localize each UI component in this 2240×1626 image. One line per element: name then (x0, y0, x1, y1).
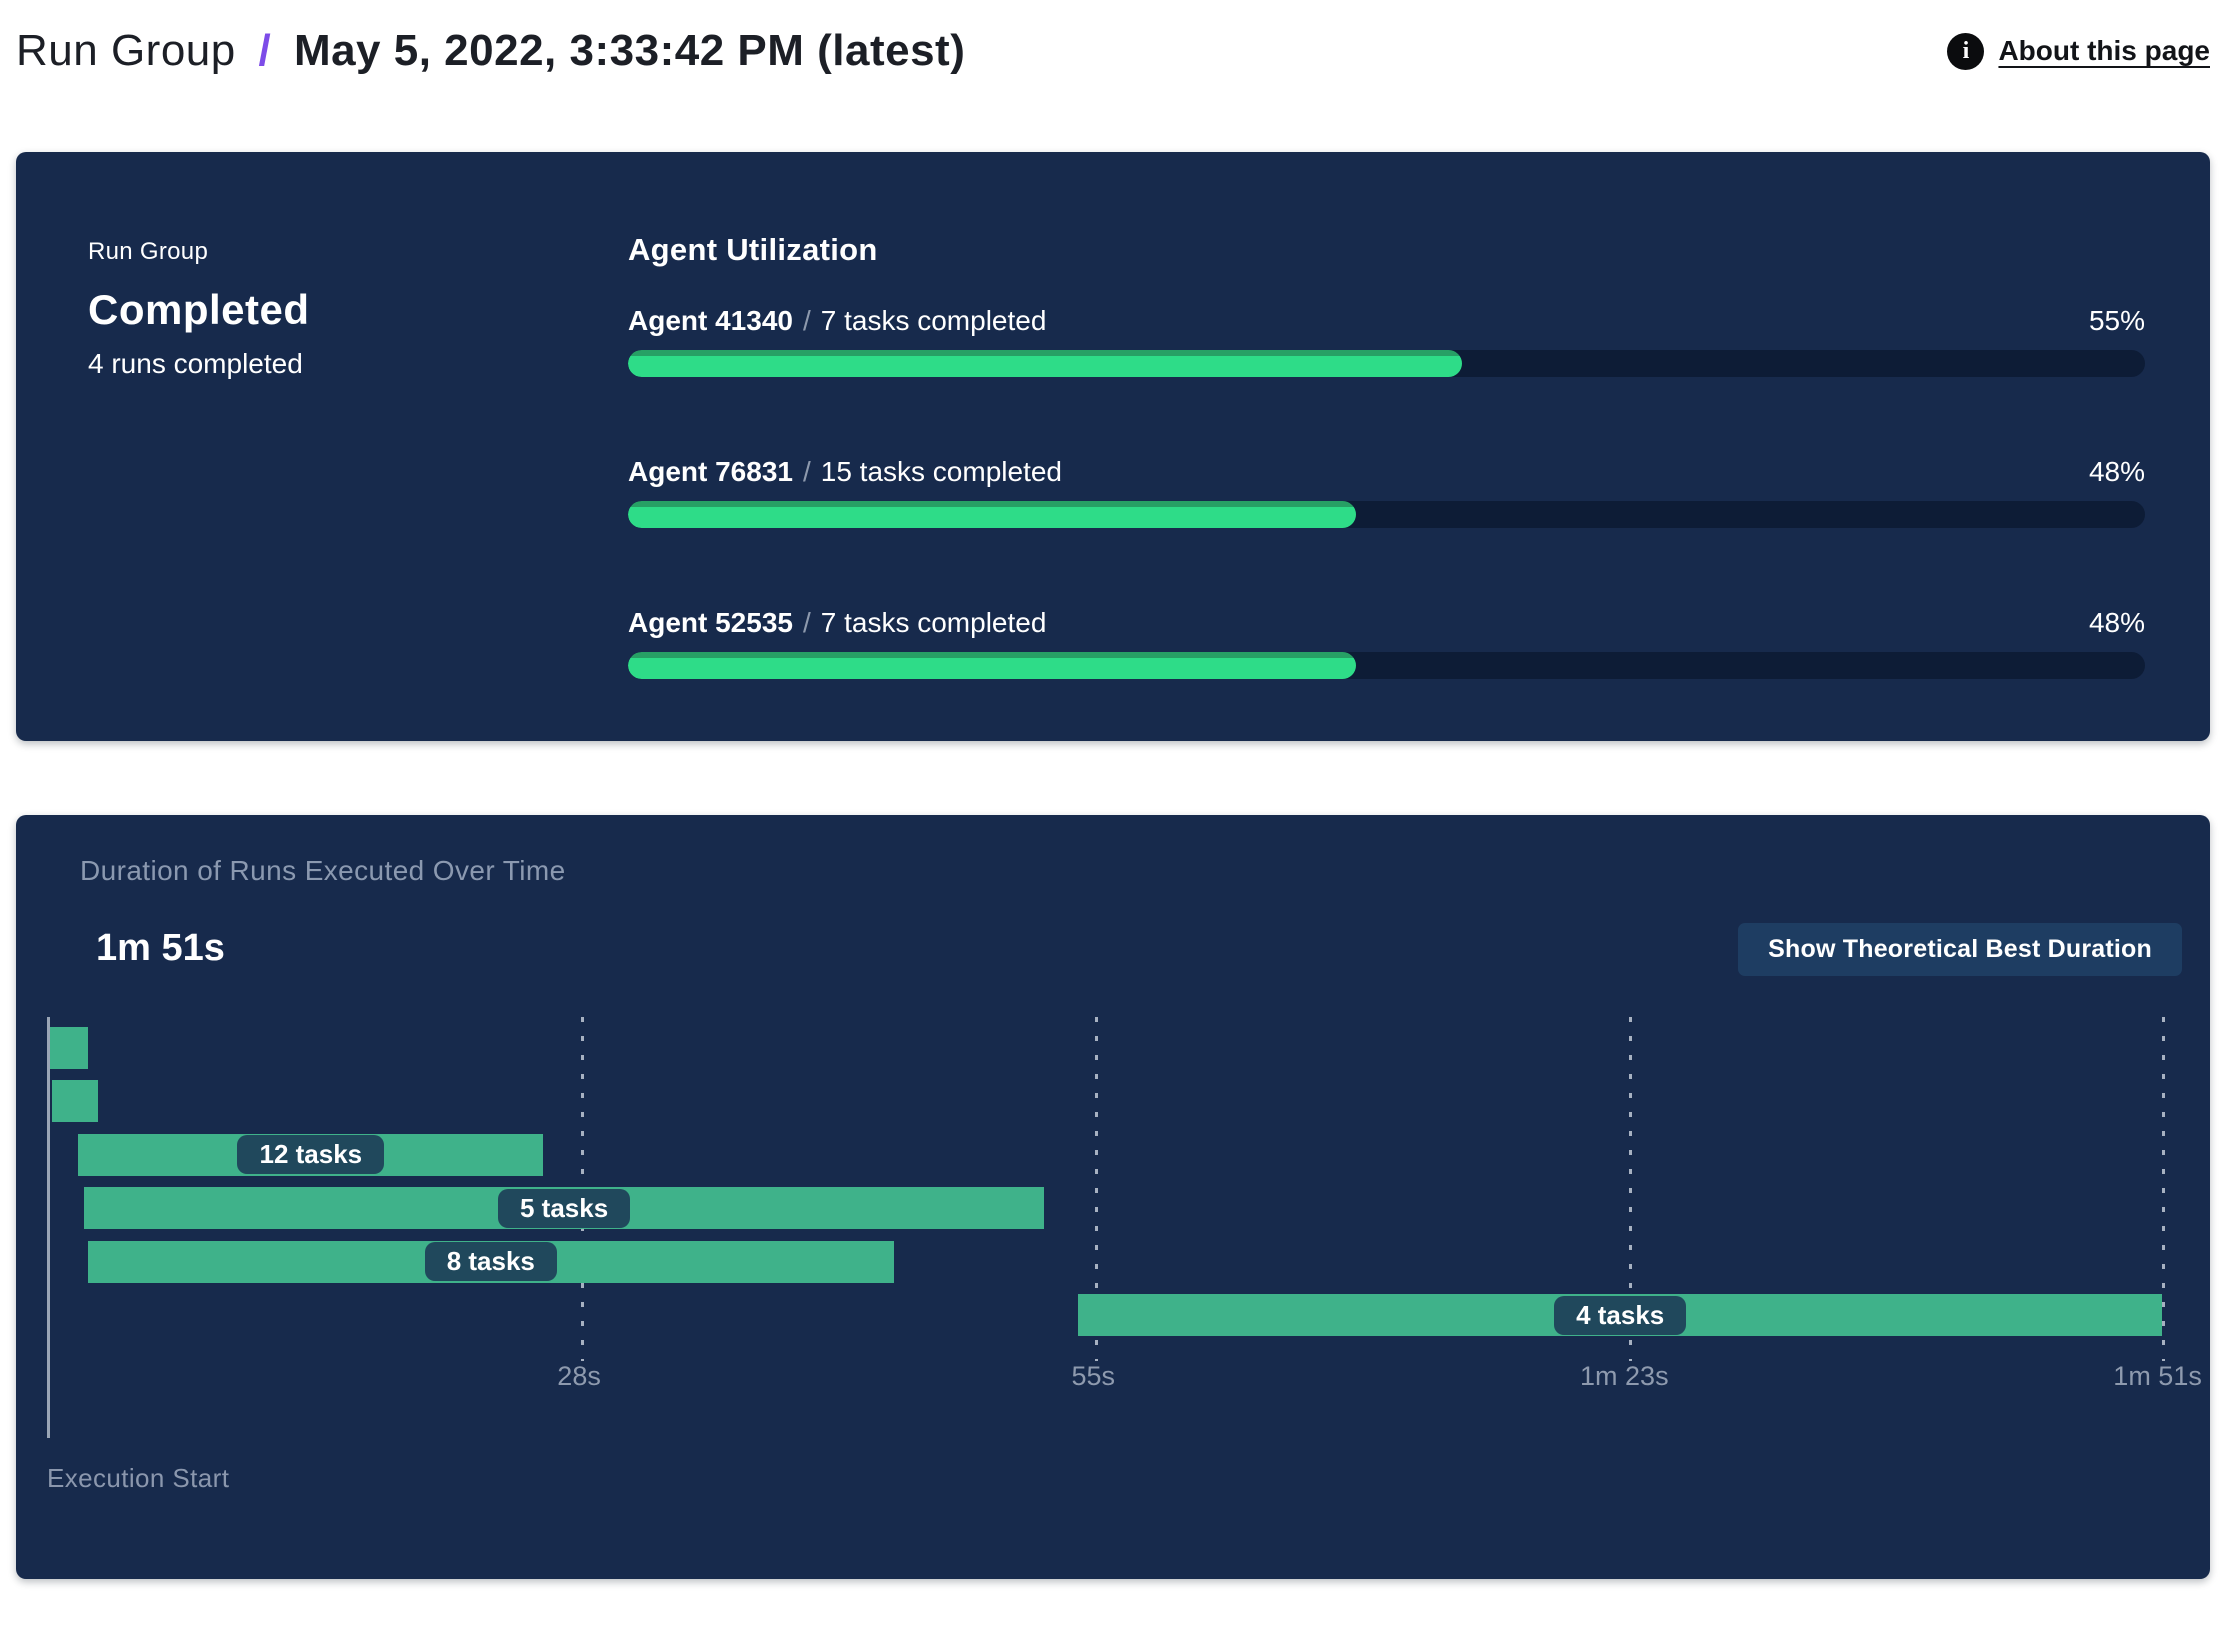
status-badge: Completed (88, 286, 310, 333)
x-axis-label: Execution Start (47, 1463, 230, 1493)
agent-name: Agent 76831 (628, 456, 793, 487)
gantt-bar[interactable]: 12 tasks (78, 1133, 544, 1176)
duration-chart-card: Duration of Runs Executed Over Time 1m 5… (16, 815, 2210, 1579)
page-header: Run Group / May 5, 2022, 3:33:42 PM (lat… (0, 0, 2240, 88)
breadcrumb-root: Run Group (16, 26, 236, 75)
agent-utilization-fill (628, 652, 1357, 679)
axis-tick-label: 28s (557, 1361, 601, 1391)
gantt-bar-task-count-badge: 12 tasks (237, 1135, 385, 1175)
agent-name: Agent 52535 (628, 607, 793, 638)
utilization-percent: 48% (2088, 456, 2145, 487)
axis-tick-label: 1m 23s (1580, 1361, 1669, 1391)
agent-row-label-line: Agent 52535 / 7 tasks completed 48% (628, 606, 2145, 639)
about-this-page-link[interactable]: i About this page (1947, 32, 2210, 70)
axis-tick-label: 1m 51s (2113, 1361, 2202, 1391)
about-link-label: About this page (1998, 35, 2210, 66)
gantt-bar[interactable]: 5 tasks (84, 1187, 1045, 1230)
agent-row-label-line: Agent 41340 / 7 tasks completed 55% (628, 304, 2145, 337)
agent-utilization-track (628, 501, 2145, 528)
label-separator: / (802, 456, 811, 487)
gantt-bar-task-count-badge: 4 tasks (1554, 1295, 1687, 1335)
axis-gridline (1628, 1017, 1632, 1361)
gantt-bar[interactable] (49, 1027, 88, 1069)
breadcrumb-separator-icon: / (258, 26, 272, 75)
gantt-bar[interactable] (51, 1080, 98, 1123)
tasks-completed-text: 7 tasks completed (820, 607, 1047, 638)
label-separator: / (802, 607, 811, 638)
runs-completed-count: 4 runs completed (88, 348, 303, 379)
axis-gridline (1095, 1017, 1099, 1361)
agent-utilization-heading: Agent Utilization (628, 232, 878, 267)
gantt-bar-task-count-badge: 5 tasks (498, 1188, 631, 1228)
tasks-completed-text: 15 tasks completed (820, 456, 1062, 487)
gantt-bar[interactable]: 4 tasks (1078, 1294, 2162, 1336)
duration-chart-title: Duration of Runs Executed Over Time (80, 855, 566, 886)
gantt-bar[interactable]: 8 tasks (87, 1240, 894, 1283)
agent-utilization-rows: Agent 41340 / 7 tasks completed 55% Agent 76… (628, 304, 2145, 679)
total-duration-value: 1m 51s (96, 927, 225, 969)
agent-row-label-line: Agent 76831 / 15 tasks completed 48% (628, 455, 2145, 488)
run-group-status-panel: Run Group Completed 4 runs completed (88, 232, 628, 679)
gantt-chart: Execution Start 28s 55s 1m 23s 1m 51s 12 tas… (16, 1013, 2210, 1579)
agent-utilization-track (628, 652, 2145, 679)
agent-utilization-fill (628, 350, 1463, 377)
agent-utilization-row: Agent 76831 / 15 tasks completed 48% (628, 455, 2145, 528)
summary-label: Run Group (88, 238, 209, 265)
axis-tick-label: 55s (1071, 1361, 1116, 1391)
agent-name: Agent 41340 (628, 305, 793, 336)
page-title: Run Group / May 5, 2022, 3:33:42 PM (lat… (16, 26, 965, 76)
execution-start-axis-line (47, 1017, 50, 1438)
label-separator: / (802, 305, 811, 336)
axis-gridline (2162, 1017, 2165, 1361)
agent-utilization-row: Agent 41340 / 7 tasks completed 55% (628, 304, 2145, 377)
utilization-percent: 48% (2088, 607, 2145, 638)
agent-utilization-fill (628, 501, 1357, 528)
agent-utilization-track (628, 350, 2145, 377)
agent-utilization-row: Agent 52535 / 7 tasks completed 48% (628, 606, 2145, 679)
page-title-date: May 5, 2022, 3:33:42 PM (latest) (293, 26, 966, 75)
tasks-completed-text: 7 tasks completed (820, 305, 1047, 336)
info-icon: i (1947, 32, 1985, 70)
agent-utilization-panel: Agent Utilization Agent 41340 / 7 tasks co… (628, 232, 2145, 679)
run-group-summary-card: Run Group Completed 4 runs completed Age… (16, 152, 2210, 741)
utilization-percent: 55% (2088, 305, 2145, 336)
gantt-bar-task-count-badge: 8 tasks (424, 1242, 557, 1282)
show-theoretical-best-duration-button[interactable]: Show Theoretical Best Duration (1738, 923, 2182, 976)
